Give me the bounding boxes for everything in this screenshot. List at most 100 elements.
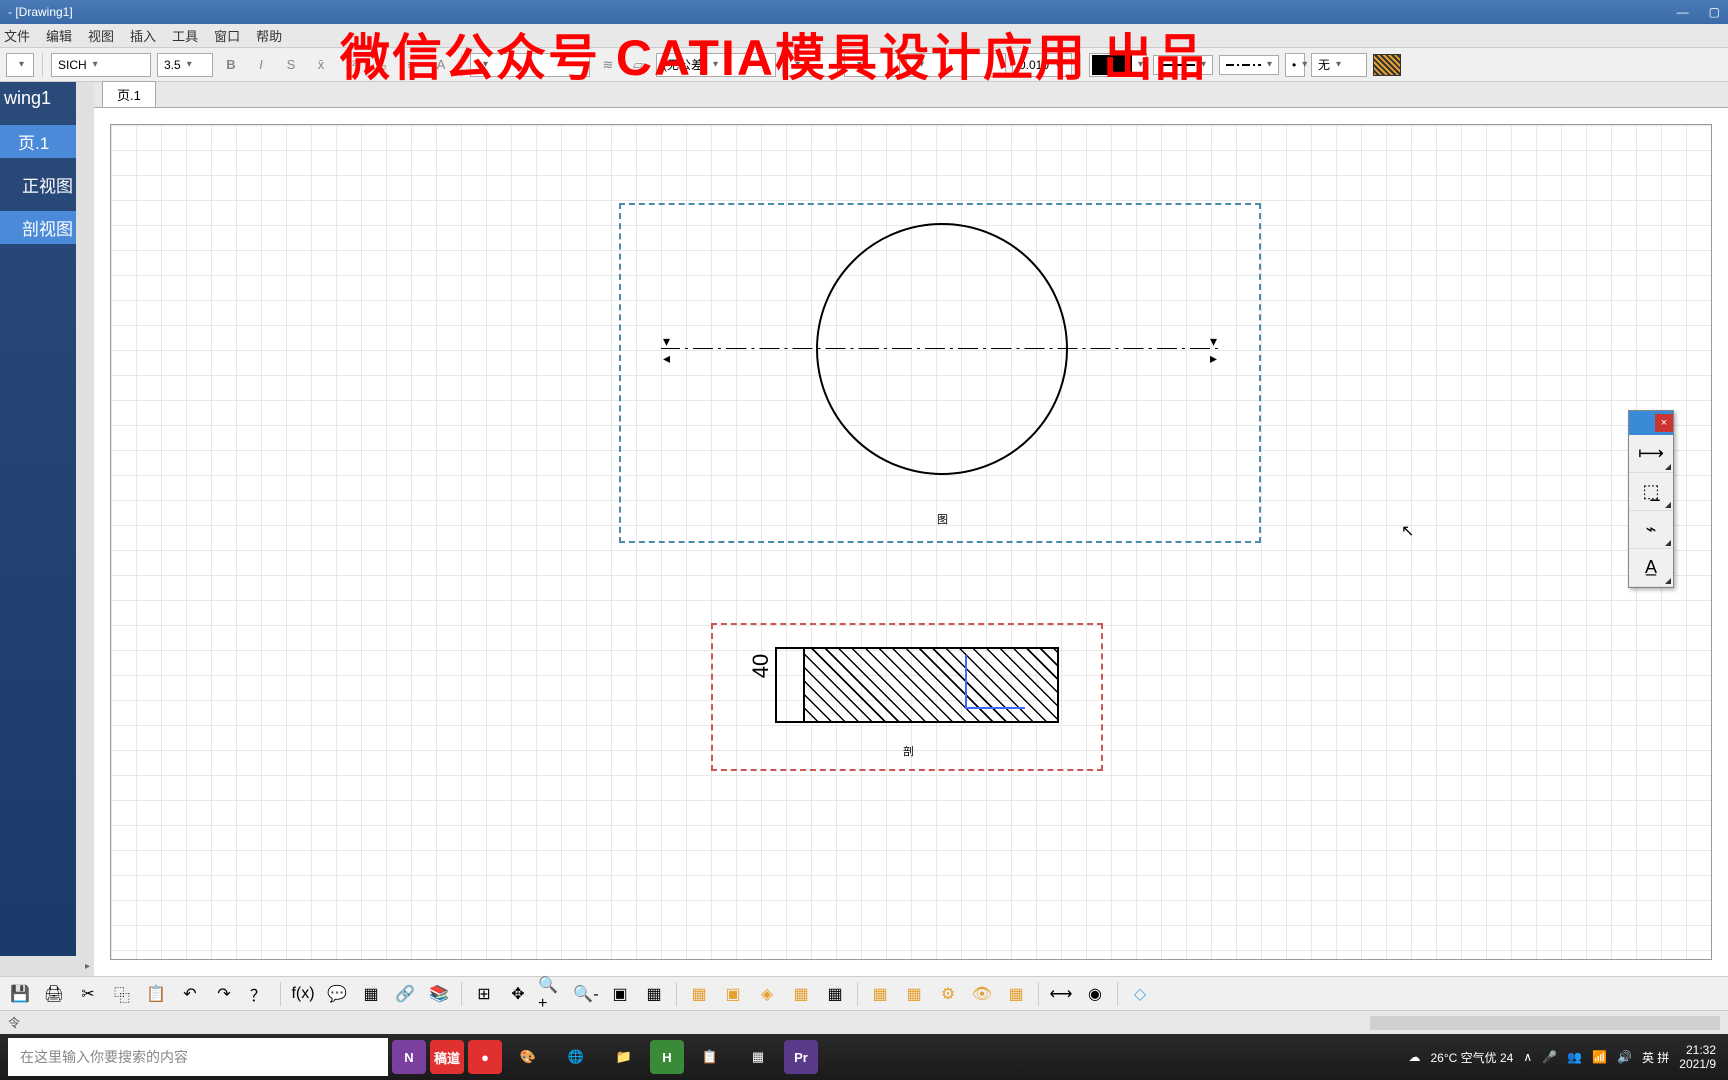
taskbar-app4-icon[interactable]: 🎨 bbox=[506, 1038, 550, 1076]
hatch-button[interactable] bbox=[1373, 54, 1401, 76]
weather-text[interactable]: 26°C 空气优 24 bbox=[1431, 1049, 1514, 1066]
tree-scrollbar[interactable] bbox=[76, 82, 94, 956]
menu-edit[interactable]: 编辑 bbox=[46, 26, 72, 45]
paste-icon[interactable]: 📋 bbox=[142, 980, 170, 1008]
grid-icon[interactable]: ▦ bbox=[866, 980, 894, 1008]
taskbar-catia-icon[interactable]: ▦ bbox=[736, 1038, 780, 1076]
aux-icon[interactable]: ▦ bbox=[821, 980, 849, 1008]
menu-view[interactable]: 视图 bbox=[88, 26, 114, 45]
menu-window[interactable]: 窗口 bbox=[214, 26, 240, 45]
tray-date[interactable]: 2021/9 bbox=[1679, 1057, 1716, 1071]
drawing-canvas[interactable]: ▾◂ ▾▸ 图 40 剖 ↖ bbox=[110, 124, 1712, 960]
taskbar-app7-icon[interactable]: H bbox=[650, 1040, 684, 1074]
unfold-icon[interactable]: ▣ bbox=[719, 980, 747, 1008]
view3d-icon[interactable]: ◈ bbox=[753, 980, 781, 1008]
taskbar-explorer-icon[interactable]: 📁 bbox=[602, 1038, 646, 1076]
datum-icon[interactable]: ⌁ bbox=[1629, 511, 1673, 549]
watermark-text: 微信公众号 CATIA模具设计应用 出品 bbox=[340, 18, 1207, 90]
minimize-icon[interactable]: — bbox=[1677, 5, 1689, 19]
windows-taskbar: 在这里输入你要搜索的内容 N 稿道 ● 🎨 🌐 📁 H 📋 ▦ Pr ☁ 26°… bbox=[0, 1034, 1728, 1080]
fontsize-dropdown[interactable]: 3.5 bbox=[157, 53, 213, 77]
bold-button[interactable]: B bbox=[219, 53, 243, 77]
linetype-dash[interactable] bbox=[1219, 55, 1279, 75]
menu-file[interactable]: 文件 bbox=[4, 26, 30, 45]
italic-button[interactable]: I bbox=[249, 53, 273, 77]
taskbar-premiere-icon[interactable]: Pr bbox=[784, 1040, 818, 1074]
show-icon[interactable]: 👁 bbox=[968, 980, 996, 1008]
separator bbox=[1117, 982, 1118, 1006]
section-geometry bbox=[775, 647, 1059, 723]
palette-header[interactable]: × bbox=[1629, 411, 1673, 435]
fill-dropdown[interactable]: 无 bbox=[1311, 53, 1367, 77]
separator bbox=[42, 53, 43, 77]
front-view-frame[interactable]: ▾◂ ▾▸ 图 bbox=[619, 203, 1261, 543]
spec-tree-panel: wing1 页.1 正视图 剖视图 ▸ bbox=[0, 82, 94, 976]
taskbar-app3-icon[interactable]: ● bbox=[468, 1040, 502, 1074]
table-icon[interactable]: ▦ bbox=[357, 980, 385, 1008]
new-view-icon[interactable]: ▦ bbox=[685, 980, 713, 1008]
formula-icon[interactable]: f(x) bbox=[289, 980, 317, 1008]
filter-icon[interactable]: ▦ bbox=[1002, 980, 1030, 1008]
strike-button[interactable]: S bbox=[279, 53, 303, 77]
tray-ime[interactable]: 英 拼 bbox=[1642, 1049, 1669, 1066]
section-view-frame[interactable]: 40 剖 bbox=[711, 623, 1103, 771]
chain-dimension-icon[interactable]: ⬚̲ bbox=[1629, 473, 1673, 511]
weather-icon[interactable]: ☁ bbox=[1409, 1050, 1421, 1064]
zoomout-icon[interactable]: 🔍- bbox=[572, 980, 600, 1008]
front-view-label: 图 bbox=[937, 511, 948, 527]
balloon-icon[interactable]: ◉ bbox=[1081, 980, 1109, 1008]
menu-tools[interactable]: 工具 bbox=[172, 26, 198, 45]
cut-icon[interactable]: ✂ bbox=[74, 980, 102, 1008]
taskbar-app2-icon[interactable]: 稿道 bbox=[430, 1040, 464, 1074]
projection-icon[interactable]: ▦ bbox=[787, 980, 815, 1008]
system-tray: ☁ 26°C 空气优 24 ∧ 🎤 👥 📶 🔊 英 拼 21:32 2021/9 bbox=[1409, 1043, 1725, 1072]
snap-icon[interactable]: ▦ bbox=[900, 980, 928, 1008]
analysis-icon[interactable]: ⚙ bbox=[934, 980, 962, 1008]
tray-people-icon[interactable]: 👥 bbox=[1567, 1050, 1582, 1064]
overline-button[interactable]: x̄ bbox=[309, 53, 333, 77]
tray-mic-icon[interactable]: 🎤 bbox=[1542, 1050, 1557, 1064]
tray-network-icon[interactable]: 📶 bbox=[1592, 1050, 1607, 1064]
taskbar-app8-icon[interactable]: 📋 bbox=[688, 1038, 732, 1076]
lineweight-dropdown[interactable]: • bbox=[1285, 53, 1305, 77]
copy-icon[interactable]: ⿻ bbox=[108, 980, 136, 1008]
undo-icon[interactable]: ↶ bbox=[176, 980, 204, 1008]
catalog-icon[interactable]: 📚 bbox=[425, 980, 453, 1008]
link-icon[interactable]: 🔗 bbox=[391, 980, 419, 1008]
tray-time[interactable]: 21:32 bbox=[1679, 1043, 1716, 1057]
eraser-icon[interactable]: ◇ bbox=[1126, 980, 1154, 1008]
pan-icon[interactable]: ✥ bbox=[504, 980, 532, 1008]
zoomin-icon[interactable]: 🔍+ bbox=[538, 980, 566, 1008]
maximize-icon[interactable]: ▢ bbox=[1709, 5, 1720, 19]
taskbar-edge-icon[interactable]: 🌐 bbox=[554, 1038, 598, 1076]
multi-icon[interactable]: ▦ bbox=[640, 980, 668, 1008]
sheet-tab-1[interactable]: 页.1 bbox=[102, 81, 156, 107]
dimension-tool-icon[interactable]: ⟼ bbox=[1629, 435, 1673, 473]
tree-hscroll[interactable]: ▸ bbox=[0, 956, 94, 976]
dimension-40: 40 bbox=[748, 654, 774, 678]
text-icon[interactable]: A̲ bbox=[1629, 549, 1673, 587]
save-icon[interactable]: 💾 bbox=[6, 980, 34, 1008]
dim-quick-icon[interactable]: ⟷ bbox=[1047, 980, 1075, 1008]
print-icon[interactable]: 🖨 bbox=[40, 980, 68, 1008]
search-placeholder: 在这里输入你要搜索的内容 bbox=[20, 1047, 188, 1067]
comment-icon[interactable]: 💬 bbox=[323, 980, 351, 1008]
menu-help[interactable]: 帮助 bbox=[256, 26, 282, 45]
tray-volume-icon[interactable]: 🔊 bbox=[1617, 1050, 1632, 1064]
dimension-palette[interactable]: × ⟼ ⬚̲ ⌁ A̲ bbox=[1628, 410, 1674, 588]
close-icon[interactable]: × bbox=[1655, 414, 1673, 432]
status-text: 令 bbox=[8, 1014, 20, 1031]
normal-icon[interactable]: ▣ bbox=[606, 980, 634, 1008]
section-hatch bbox=[803, 647, 1059, 723]
fit-icon[interactable]: ⊞ bbox=[470, 980, 498, 1008]
tray-chevron-icon[interactable]: ∧ bbox=[1523, 1050, 1532, 1064]
windows-search-input[interactable]: 在这里输入你要搜索的内容 bbox=[8, 1038, 388, 1076]
window-title: - [Drawing1] bbox=[8, 5, 73, 19]
taskbar-onenote-icon[interactable]: N bbox=[392, 1040, 426, 1074]
font-dropdown[interactable]: SICH bbox=[51, 53, 151, 77]
help-icon[interactable]: ？ bbox=[244, 980, 272, 1008]
section-arrow-left: ▾◂ bbox=[663, 333, 670, 367]
redo-icon[interactable]: ↷ bbox=[210, 980, 238, 1008]
menu-insert[interactable]: 插入 bbox=[130, 26, 156, 45]
style-dropdown[interactable] bbox=[6, 53, 34, 77]
